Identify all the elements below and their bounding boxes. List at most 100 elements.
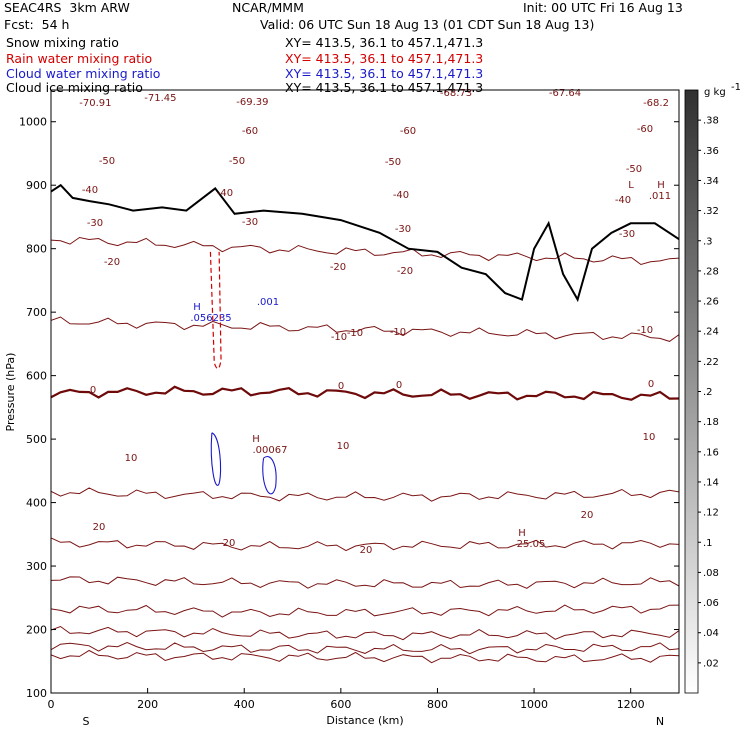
- colorbar-unit: -1: [731, 82, 740, 93]
- x-end-label-right: N: [656, 715, 664, 728]
- field-label-cloud-ice: Cloud ice mixing ratio: [6, 80, 143, 95]
- field-xy-rain: XY= 413.5, 36.1 to 457.1,471.3: [285, 51, 484, 66]
- temperature-contour: [51, 385, 679, 401]
- x-tick-label: 400: [234, 698, 255, 711]
- contour-label: -30: [395, 224, 411, 235]
- temperature-contour: [51, 236, 679, 266]
- contour-label: -69.39: [236, 97, 268, 108]
- colorbar-tick-label: .26: [703, 297, 719, 308]
- contour-label: -50: [229, 156, 245, 167]
- contour-label: -10: [347, 328, 363, 339]
- model-title: SEAC4RS 3km ARW: [4, 0, 130, 15]
- valid-time: Valid: 06 UTC Sun 18 Aug 13 (01 CDT Sun …: [260, 17, 595, 32]
- x-axis-label: Distance (km): [326, 714, 403, 727]
- rain-water-max-label: H: [252, 434, 260, 445]
- temperature-contour: [51, 649, 679, 664]
- contour-label: -30: [242, 217, 258, 228]
- y-tick-label: 100: [26, 687, 47, 700]
- colorbar-tick-label: .2: [703, 387, 713, 398]
- contour-label: -60: [400, 126, 416, 137]
- contour-label: -40: [217, 188, 233, 199]
- colorbar-tick-label: .36: [703, 146, 719, 157]
- field-label-rain: Rain water mixing ratio: [6, 51, 153, 66]
- y-tick-label: 700: [26, 306, 47, 319]
- contour-label: -40: [393, 190, 409, 201]
- contour-label: -40: [615, 195, 631, 206]
- colorbar-tick-label: .3: [703, 236, 713, 247]
- y-tick-label: 500: [26, 433, 47, 446]
- colorbar-unit: g kg: [704, 87, 726, 98]
- contour-label: 20: [581, 510, 594, 521]
- forecast-hour: Fcst: 54 h: [4, 17, 70, 32]
- field-xy-cloud-ice: XY= 413.5, 36.1 to 457.1,471.3: [285, 80, 484, 95]
- contour-label: H: [657, 180, 665, 191]
- contour-label: -60: [637, 124, 653, 135]
- colorbar-tick-label: .08: [703, 568, 719, 579]
- y-tick-label: 900: [26, 179, 47, 192]
- colorbar-tick-label: .16: [703, 447, 719, 458]
- cloud-water-contour: [210, 432, 222, 486]
- x-tick-label: 600: [330, 698, 351, 711]
- cloud-water-max-value: .056235: [190, 313, 231, 324]
- contour-label: .011: [649, 191, 671, 202]
- x-tick-label: 800: [427, 698, 448, 711]
- contour-label: -68.73: [440, 88, 472, 99]
- rain-water-max-value: .00067: [253, 445, 288, 456]
- x-tick-label: 1200: [617, 698, 645, 711]
- contour-label: -20: [104, 257, 120, 268]
- colorbar-tick-label: .12: [703, 508, 719, 519]
- temperature-contour: [51, 576, 679, 589]
- colorbar-tick-label: .34: [703, 176, 719, 187]
- temperature-max-label: H: [518, 528, 526, 539]
- colorbar-tick-label: .28: [703, 266, 719, 277]
- temperature-max-value: 25.05: [517, 539, 546, 550]
- contour-label: -10: [331, 332, 347, 343]
- contour-label: 20: [223, 538, 236, 549]
- contour-label: L: [628, 180, 634, 191]
- temperature-contour: [51, 625, 679, 641]
- colorbar-tick-label: .32: [703, 206, 719, 217]
- contour-label: -50: [626, 164, 642, 175]
- contour-label: 10: [337, 441, 350, 452]
- field-xy-cloud-water: XY= 413.5, 36.1 to 457.1,471.3: [285, 66, 484, 81]
- colorbar-tick-label: .22: [703, 357, 719, 368]
- colorbar: [684, 89, 699, 694]
- temperature-contour: [51, 316, 679, 342]
- rain-water-contour: [209, 251, 222, 370]
- colorbar-tick-label: .1: [703, 538, 713, 549]
- temperature-contour: [51, 537, 679, 552]
- contour-label: 20: [360, 545, 373, 556]
- y-axis-label: Pressure (hPa): [4, 353, 17, 432]
- contour-label: -40: [82, 185, 98, 196]
- contour-label: -10: [390, 327, 406, 338]
- contour-label: -68.2: [643, 98, 669, 109]
- field-label-cloud-water: Cloud water mixing ratio: [6, 66, 161, 81]
- temperature-contour: [51, 641, 679, 655]
- colorbar-tick-label: .06: [703, 598, 719, 609]
- contour-label: -10: [637, 325, 653, 336]
- contour-label: 0: [90, 385, 96, 396]
- cloud-water-max-label: H: [193, 302, 201, 313]
- contour-label: 0: [396, 380, 402, 391]
- temperature-contour: [51, 604, 679, 618]
- y-tick-label: 300: [26, 560, 47, 573]
- contour-label: -20: [330, 262, 346, 273]
- temperature-contour: [51, 487, 679, 502]
- contour-label: -30: [619, 229, 635, 240]
- cloud-water-max-value: .001: [257, 297, 279, 308]
- terrain-line: [51, 183, 679, 303]
- contour-label: 0: [648, 379, 654, 390]
- y-tick-label: 200: [26, 624, 47, 637]
- y-tick-label: 1000: [19, 116, 47, 129]
- colorbar-tick-label: .24: [703, 327, 719, 338]
- cloud-water-contour: [262, 456, 277, 495]
- contour-label: -60: [242, 126, 258, 137]
- colorbar-tick-label: .38: [703, 116, 719, 127]
- contour-label: -71.45: [144, 93, 176, 104]
- field-xy-snow: XY= 413.5, 36.1 to 457.1,471.3: [285, 35, 484, 50]
- colorbar-tick-label: .04: [703, 628, 719, 639]
- x-end-label-left: S: [83, 715, 90, 728]
- contour-label: -30: [87, 218, 103, 229]
- contour-label: -50: [99, 156, 115, 167]
